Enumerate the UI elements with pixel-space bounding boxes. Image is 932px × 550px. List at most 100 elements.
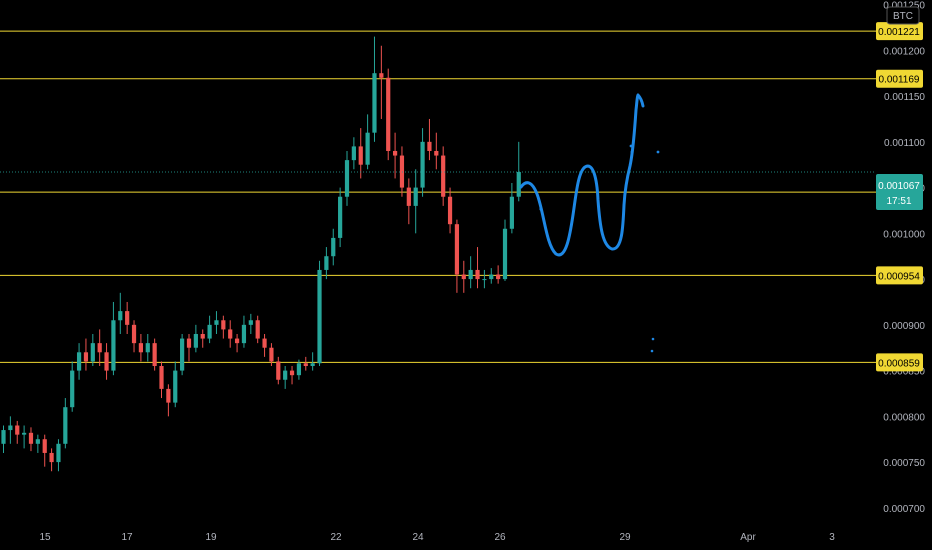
level-label-text: 0.000954: [878, 271, 920, 282]
level-label-text: 0.001169: [879, 75, 920, 86]
drawing-dot: [656, 150, 660, 154]
candle-body[interactable]: [468, 269, 473, 280]
candle-body[interactable]: [138, 343, 143, 353]
candle-body[interactable]: [358, 146, 363, 165]
x-tick-label: 22: [330, 532, 342, 543]
candle-body[interactable]: [125, 311, 130, 325]
candle-body[interactable]: [461, 274, 466, 280]
candle-body[interactable]: [111, 320, 116, 371]
candle-body[interactable]: [482, 279, 487, 281]
level-label-text: 0.000859: [878, 358, 920, 369]
candle-body[interactable]: [15, 425, 20, 435]
candle-body[interactable]: [310, 363, 315, 367]
candle-body[interactable]: [454, 224, 460, 275]
candle-body[interactable]: [413, 187, 418, 206]
candle-body[interactable]: [269, 347, 274, 362]
candle-body[interactable]: [118, 311, 123, 321]
candle-body[interactable]: [276, 361, 281, 380]
candle-body[interactable]: [351, 146, 356, 161]
x-tick-label: 15: [39, 532, 51, 543]
level-label-badge: [876, 69, 923, 88]
candle-body[interactable]: [502, 228, 508, 280]
candle-body[interactable]: [104, 352, 109, 371]
y-tick-label: 0.000700: [883, 504, 925, 515]
candle-body[interactable]: [365, 132, 370, 165]
candle-body[interactable]: [234, 338, 240, 344]
candle-body[interactable]: [131, 324, 137, 344]
candle-body[interactable]: [42, 439, 47, 453]
symbol-badge[interactable]: BTC: [886, 6, 920, 25]
candle-body[interactable]: [152, 343, 157, 367]
y-tick-label: 0.001000: [883, 229, 925, 240]
candle-body[interactable]: [283, 370, 288, 380]
current-price-label: 0.001067 17:51: [876, 174, 923, 210]
candle-body[interactable]: [386, 77, 391, 151]
candle-body[interactable]: [180, 338, 185, 371]
y-tick-label: 0.001100: [884, 138, 925, 149]
candle-body[interactable]: [1, 430, 6, 444]
candle-body[interactable]: [489, 274, 494, 280]
candle-body[interactable]: [262, 338, 267, 348]
drawing-dot: [539, 207, 543, 211]
candle-body[interactable]: [145, 343, 150, 353]
candle-body[interactable]: [289, 370, 295, 376]
candle-body[interactable]: [186, 338, 192, 348]
x-tick-label: 24: [412, 532, 424, 543]
candle-body[interactable]: [420, 141, 425, 188]
freehand-drawing[interactable]: [519, 93, 660, 353]
candle-body[interactable]: [441, 155, 446, 197]
candle-body[interactable]: [166, 388, 171, 403]
candle-body[interactable]: [331, 237, 336, 257]
candle-body[interactable]: [399, 155, 405, 188]
candle-body[interactable]: [97, 343, 102, 353]
candle-body[interactable]: [392, 150, 398, 156]
candle-body[interactable]: [496, 274, 501, 280]
candle-body[interactable]: [49, 452, 54, 463]
candle-body[interactable]: [241, 324, 247, 344]
candle-body[interactable]: [207, 324, 212, 339]
candle-body[interactable]: [76, 352, 82, 371]
candle-body[interactable]: [35, 439, 40, 444]
candle-body[interactable]: [63, 407, 68, 444]
candle-body[interactable]: [248, 320, 253, 325]
candle-body[interactable]: [434, 150, 439, 156]
candle-body[interactable]: [406, 187, 411, 206]
candle-body[interactable]: [193, 333, 198, 348]
current-price-badge: [876, 174, 923, 210]
candle-body[interactable]: [22, 432, 27, 435]
candle-body[interactable]: [83, 352, 89, 362]
candle-body[interactable]: [159, 366, 164, 389]
candle-body[interactable]: [200, 333, 205, 339]
candle-body[interactable]: [447, 196, 453, 225]
candle-body[interactable]: [56, 443, 61, 463]
candle-body[interactable]: [475, 269, 480, 280]
time-axis[interactable]: 15 17 19 22 24 26 29 Apr 3: [39, 532, 835, 543]
candle-body[interactable]: [509, 196, 514, 229]
candle-body[interactable]: [296, 363, 302, 376]
candle-body[interactable]: [317, 269, 322, 364]
candle-body[interactable]: [255, 320, 260, 339]
level-label-badge: [876, 353, 923, 372]
candle-body[interactable]: [214, 320, 219, 325]
candle-body[interactable]: [70, 370, 75, 408]
candle-body[interactable]: [338, 196, 343, 238]
level-label-badge: [876, 22, 923, 41]
candle-body[interactable]: [221, 320, 226, 330]
freehand-path[interactable]: [519, 93, 645, 257]
candle-body[interactable]: [173, 370, 178, 403]
candle-body[interactable]: [8, 425, 13, 431]
candle-body[interactable]: [228, 329, 233, 339]
candle-body[interactable]: [379, 73, 384, 78]
symbol-badge-box: [886, 6, 920, 25]
candle-body[interactable]: [344, 160, 350, 197]
candle-body[interactable]: [28, 432, 34, 444]
countdown-timer: 17:51: [886, 196, 911, 207]
candle-body[interactable]: [516, 172, 521, 197]
candle-body[interactable]: [303, 363, 308, 367]
candle-body[interactable]: [427, 141, 432, 151]
candle-body[interactable]: [90, 343, 95, 362]
candle-body[interactable]: [324, 256, 329, 270]
candles[interactable]: [1, 36, 521, 472]
candle-body[interactable]: [372, 73, 377, 133]
